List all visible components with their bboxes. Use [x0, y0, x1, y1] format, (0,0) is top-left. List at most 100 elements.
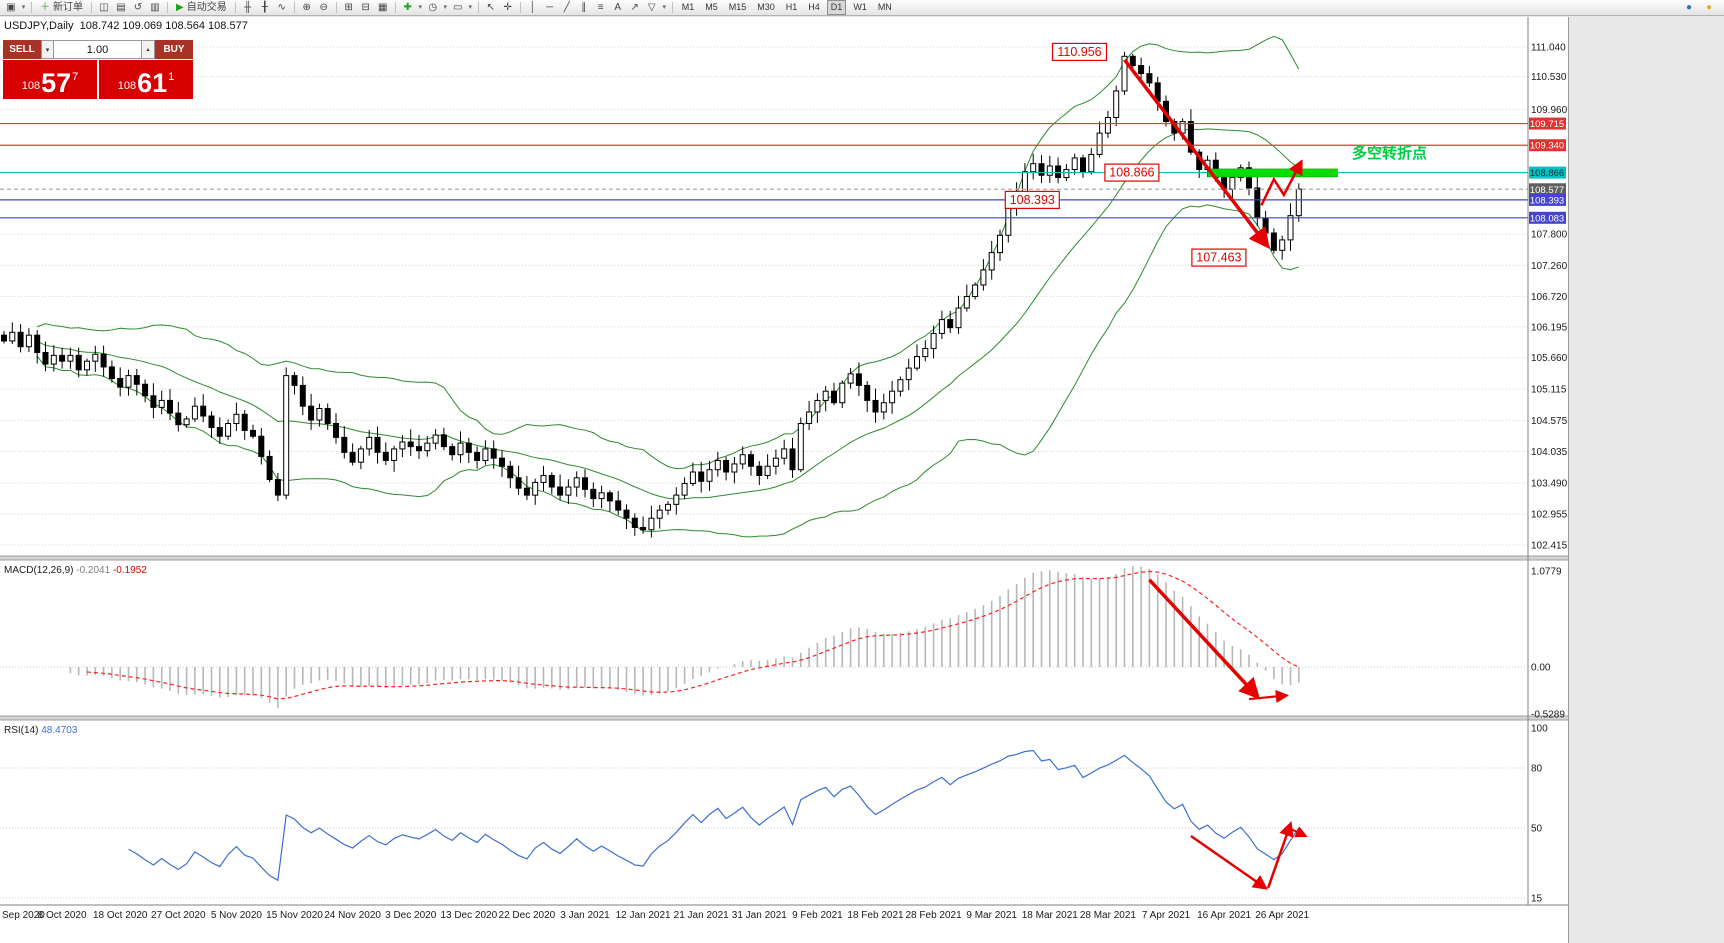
timeframe-m15[interactable]: M15 — [728, 2, 747, 12]
arrange-windows-icon[interactable]: ▦ — [377, 1, 388, 13]
templates-icon[interactable]: ▭ — [452, 1, 463, 13]
svg-text:104.035: 104.035 — [1531, 447, 1568, 458]
line-chart-icon[interactable]: ∿ — [277, 1, 286, 13]
autotrading-button[interactable]: ▶ 自动交易 — [176, 1, 227, 13]
svg-text:3 Dec 2020: 3 Dec 2020 — [385, 910, 437, 921]
turning-point-zone[interactable] — [1207, 168, 1338, 178]
svg-text:RSI(14) 48.4703: RSI(14) 48.4703 — [4, 725, 78, 736]
timeframe-h4[interactable]: H4 — [808, 2, 820, 12]
timeframe-h1[interactable]: H1 — [785, 2, 798, 12]
tile-windows-icon[interactable]: ⊞ — [344, 1, 353, 13]
arrows-tool-icon[interactable]: ↗ — [630, 1, 639, 13]
notification-icon[interactable]: ● — [1705, 1, 1713, 13]
crosshair-icon[interactable]: ✛ — [503, 1, 512, 13]
svg-text:100: 100 — [1531, 724, 1548, 735]
periods-dropdown-icon[interactable]: ▾ — [443, 3, 447, 11]
trendline-icon[interactable]: ╱ — [563, 1, 570, 13]
svg-text:110.530: 110.530 — [1531, 72, 1567, 83]
timeframe-d1[interactable]: D1 — [826, 0, 847, 15]
ask-big-digits: 61 — [137, 68, 168, 98]
bollinger-bands — [36, 35, 1300, 538]
toolbar-separator — [519, 2, 521, 13]
svg-text:8 Oct 2020: 8 Oct 2020 — [38, 910, 87, 921]
trend-arrows[interactable] — [1123, 58, 1308, 890]
fibonacci-icon[interactable]: ≡ — [597, 1, 604, 13]
svg-text:105.115: 105.115 — [1531, 385, 1567, 396]
bid-price[interactable]: 108 57 7 — [3, 60, 97, 99]
svg-text:MACD(12,26,9) -0.2041 -0.1952: MACD(12,26,9) -0.2041 -0.1952 — [4, 565, 147, 576]
market-watch-icon[interactable]: ◫ — [99, 1, 109, 13]
timeframe-mn[interactable]: MN — [877, 2, 892, 12]
svg-text:21 Jan 2021: 21 Jan 2021 — [674, 910, 729, 921]
svg-text:28 Mar 2021: 28 Mar 2021 — [1080, 910, 1137, 921]
svg-text:9 Feb 2021: 9 Feb 2021 — [792, 910, 843, 921]
svg-text:107.463: 107.463 — [1196, 251, 1241, 265]
toolbar-separator — [671, 2, 673, 13]
horizontal-line-icon[interactable]: ─ — [546, 1, 554, 13]
svg-text:102.415: 102.415 — [1531, 541, 1568, 552]
svg-text:0.00: 0.00 — [1531, 663, 1551, 674]
charts-icon[interactable]: ▣ — [6, 1, 16, 13]
connection-status-icon[interactable]: ● — [1685, 1, 1693, 13]
svg-text:1.0779: 1.0779 — [1531, 567, 1562, 578]
svg-text:15: 15 — [1531, 894, 1543, 905]
volume-dropdown-icon[interactable]: ▾ — [41, 40, 54, 59]
svg-text:28 Feb 2021: 28 Feb 2021 — [906, 910, 963, 921]
indicators-icon[interactable]: ✚ — [403, 1, 412, 13]
svg-text:80: 80 — [1531, 764, 1543, 775]
zoom-out-icon[interactable]: ⊖ — [319, 1, 328, 13]
chart-canvas: 111.040 110.530 109.960 107.800 107.260 106.7… — [0, 17, 1568, 943]
new-order-button[interactable]: ＋新订单 — [40, 1, 83, 13]
bid-pipette: 7 — [72, 71, 79, 83]
toolbar-separator — [91, 2, 92, 13]
svg-text:108.866: 108.866 — [1109, 166, 1154, 180]
text-tool-icon[interactable]: A — [614, 1, 622, 13]
svg-text:109.715: 109.715 — [1530, 119, 1564, 130]
one-click-trading-panel: SELL ▾ 1.00 ▴ BUY 108 57 7 108 61 1 — [3, 40, 193, 99]
toolbar-right-icons: ● ● — [1681, 1, 1721, 15]
navigator-icon[interactable]: ↺ — [133, 1, 143, 13]
channel-icon[interactable]: ∥ — [581, 1, 587, 13]
sell-button[interactable]: SELL — [3, 40, 41, 59]
svg-text:9 Mar 2021: 9 Mar 2021 — [966, 910, 1017, 921]
indicators-dropdown-icon[interactable]: ▾ — [418, 3, 422, 11]
terminal-icon[interactable]: ▥ — [150, 1, 160, 13]
shapes-dropdown-icon[interactable]: ▾ — [662, 3, 666, 11]
volume-up-icon[interactable]: ▴ — [141, 40, 155, 59]
bid-prefix: 108 — [21, 80, 41, 92]
toolbar-separator — [335, 2, 337, 13]
timeframe-m1[interactable]: M1 — [681, 2, 695, 12]
zoom-in-icon[interactable]: ⊕ — [302, 1, 311, 13]
data-window-icon[interactable]: ▤ — [116, 1, 126, 13]
svg-text:108.393: 108.393 — [1530, 195, 1564, 206]
price-axis[interactable]: 111.040 110.530 109.960 107.800 107.260 106.7… — [1531, 43, 1568, 552]
periods-icon[interactable]: ◷ — [428, 1, 438, 13]
ask-price[interactable]: 108 61 1 — [99, 60, 193, 99]
svg-text:50: 50 — [1531, 824, 1543, 835]
toolbar-separator — [167, 2, 168, 13]
templates-dropdown-icon[interactable]: ▾ — [468, 3, 472, 11]
vertical-line-icon[interactable]: │ — [529, 1, 536, 13]
buy-button[interactable]: BUY — [155, 40, 193, 59]
bar-chart-icon[interactable]: ╫ — [244, 1, 252, 13]
svg-text:111.040: 111.040 — [1531, 43, 1566, 54]
svg-text:16 Apr 2021: 16 Apr 2021 — [1197, 910, 1251, 921]
timeframe-m5[interactable]: M5 — [705, 2, 718, 12]
svg-text:106.195: 106.195 — [1531, 322, 1568, 333]
svg-text:Sep 2020: Sep 2020 — [2, 910, 45, 921]
timeframe-m30[interactable]: M30 — [757, 2, 775, 12]
svg-text:107.260: 107.260 — [1531, 261, 1568, 272]
annotation-price-boxes[interactable]: 110.956 108.866 108.393 107.463 — [1004, 42, 1247, 267]
ask-pipette: 1 — [168, 71, 175, 83]
svg-text:12 Jan 2021: 12 Jan 2021 — [616, 910, 671, 921]
volume-input[interactable]: 1.00 — [54, 40, 141, 59]
shapes-icon[interactable]: ▽ — [647, 1, 656, 13]
svg-text:18 Oct 2020: 18 Oct 2020 — [93, 910, 148, 921]
cascade-windows-icon[interactable]: ⊟ — [361, 1, 370, 13]
rsi-panel: 100 80 50 15 RSI(14) 48.4703 — [0, 724, 1548, 905]
candlestick-chart-icon[interactable]: ╂ — [261, 1, 268, 13]
cursor-icon[interactable]: ↖ — [486, 1, 495, 13]
timeframe-w1[interactable]: W1 — [853, 2, 867, 12]
charts-dropdown-icon[interactable]: ▾ — [21, 3, 26, 11]
